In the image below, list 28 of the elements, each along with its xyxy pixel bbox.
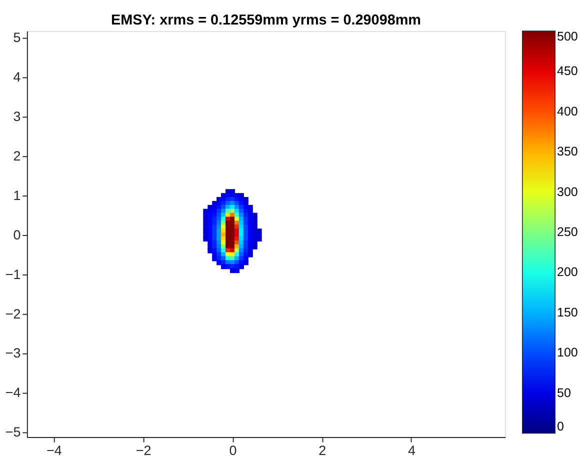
- y-tick-label: −5: [5, 424, 21, 440]
- color-bar-label: 350: [557, 144, 578, 159]
- y-tick-label: 0: [13, 227, 21, 242]
- color-bar-label: 250: [557, 224, 578, 239]
- y-tick-label: 1: [13, 188, 21, 203]
- y-tick-label: 3: [13, 109, 21, 124]
- x-tick-label: 2: [318, 442, 326, 458]
- x-tick-label: 4: [408, 442, 416, 458]
- x-tick-label: −2: [136, 442, 152, 458]
- color-bar-label: 100: [557, 346, 578, 360]
- x-tick-label: 0: [229, 442, 237, 458]
- color-bar-label: 200: [557, 265, 578, 280]
- color-bar-label: 500: [557, 30, 578, 44]
- y-tick-label: 2: [13, 148, 21, 164]
- color-bar-label: 0: [557, 419, 564, 434]
- color-bar-label: 50: [557, 386, 571, 400]
- y-tick-label: 4: [13, 70, 22, 85]
- y-tick-label: −3: [5, 346, 21, 361]
- color-bar-label: 450: [557, 64, 578, 78]
- color-bar-label: 150: [557, 305, 578, 320]
- color-bar-label: 300: [557, 184, 578, 199]
- y-tick-label: −2: [5, 306, 21, 322]
- color-bar-label: 400: [557, 104, 578, 118]
- chart-title: EMSY: xrms = 0.12559mm yrms = 0.29098mm: [111, 12, 422, 28]
- y-tick-label: −4: [5, 385, 22, 400]
- y-tick-label: −1: [5, 266, 21, 282]
- x-tick-label: −4: [46, 442, 62, 458]
- y-tick-label: 5: [13, 30, 21, 46]
